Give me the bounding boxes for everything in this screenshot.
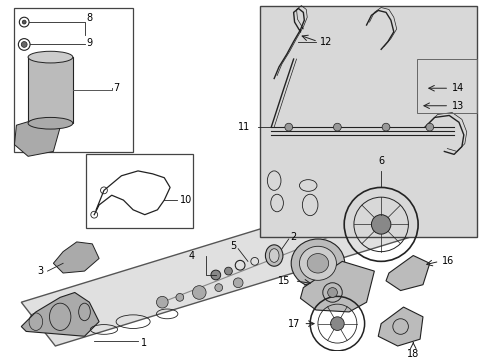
Circle shape: [333, 123, 341, 131]
Polygon shape: [300, 261, 374, 312]
Ellipse shape: [28, 117, 73, 129]
Text: 10: 10: [180, 195, 192, 205]
Text: 3: 3: [38, 266, 43, 276]
Bar: [259, 5, 476, 237]
Text: 15: 15: [278, 276, 290, 286]
Text: 2: 2: [290, 232, 296, 242]
Circle shape: [233, 278, 243, 288]
Ellipse shape: [306, 253, 328, 273]
Text: 1: 1: [141, 338, 147, 348]
Text: 4: 4: [188, 251, 194, 261]
Polygon shape: [21, 292, 99, 336]
Polygon shape: [377, 307, 422, 346]
Circle shape: [371, 215, 390, 234]
Text: 16: 16: [442, 256, 454, 266]
Text: 7: 7: [113, 83, 120, 93]
Circle shape: [22, 20, 26, 24]
Bar: [28, 57, 73, 123]
Polygon shape: [53, 242, 99, 273]
Ellipse shape: [269, 249, 279, 262]
Circle shape: [21, 41, 27, 48]
Bar: [86, 154, 193, 228]
Circle shape: [156, 296, 168, 308]
Ellipse shape: [299, 246, 336, 280]
Polygon shape: [21, 190, 419, 346]
Text: 13: 13: [451, 101, 464, 111]
Ellipse shape: [265, 245, 283, 266]
Circle shape: [192, 286, 205, 299]
Text: 8: 8: [86, 13, 92, 23]
Circle shape: [176, 293, 183, 301]
Circle shape: [224, 267, 232, 275]
Bar: [15, 9, 133, 152]
Circle shape: [381, 123, 389, 131]
Circle shape: [425, 123, 433, 131]
Text: 17: 17: [287, 319, 300, 329]
Circle shape: [214, 284, 222, 292]
Polygon shape: [385, 256, 429, 291]
Text: 11: 11: [237, 122, 249, 132]
Ellipse shape: [28, 51, 73, 63]
Polygon shape: [15, 120, 60, 156]
Bar: [416, 59, 476, 113]
Circle shape: [327, 288, 337, 297]
Text: 14: 14: [451, 83, 464, 93]
Circle shape: [285, 123, 292, 131]
Circle shape: [210, 270, 220, 280]
Text: 18: 18: [407, 349, 419, 359]
Text: 9: 9: [86, 37, 92, 48]
Circle shape: [330, 317, 344, 330]
Text: 6: 6: [377, 156, 384, 166]
Text: 5: 5: [229, 241, 236, 251]
Text: 12: 12: [319, 37, 331, 46]
Ellipse shape: [290, 239, 344, 288]
